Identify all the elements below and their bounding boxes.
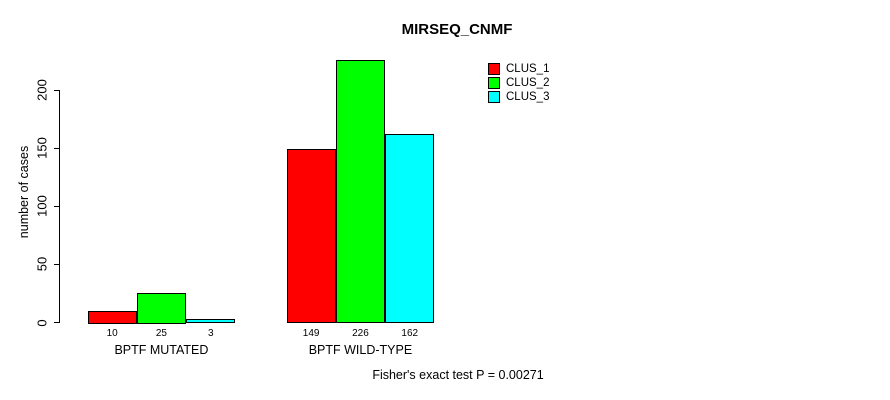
bar-clus_3-1 [186, 319, 236, 324]
y-tick-mark [54, 322, 59, 323]
bar-value-label: 149 [302, 328, 320, 339]
category-label: BPTF MUTATED [114, 343, 209, 357]
legend-label: CLUS_1 [506, 63, 550, 75]
bar-clus_3-2 [385, 134, 435, 324]
bar-clus_1-2 [286, 149, 336, 324]
y-axis [59, 90, 60, 323]
y-tick-label: 200 [34, 79, 50, 101]
legend-item-clus_3: CLUS_3 [488, 91, 549, 103]
bar-clus_2-1 [136, 293, 187, 324]
legend-label: CLUS_2 [506, 77, 550, 89]
y-tick-mark [54, 147, 59, 149]
y-tick-mark [54, 263, 59, 265]
bar-value-label: 10 [106, 328, 118, 339]
y-tick-label: 150 [34, 137, 50, 159]
bar-clus_2-2 [335, 59, 386, 324]
chart-title: MIRSEQ_CNMF [401, 21, 513, 38]
bar-value-label: 226 [352, 328, 369, 339]
y-tick-label: 100 [34, 195, 50, 218]
bar-value-label: 3 [207, 328, 214, 339]
y-tick-label: 50 [34, 257, 50, 272]
y-tick-mark [54, 89, 59, 91]
bar-value-label: 25 [155, 328, 167, 339]
bar-value-label: 162 [401, 328, 419, 339]
legend-item-clus_1: CLUS_1 [488, 63, 549, 75]
annotation-fisher-test: Fisher's exact test P = 0.00271 [372, 368, 544, 382]
legend-item-clus_2: CLUS_2 [488, 77, 549, 89]
legend-swatch [488, 91, 500, 103]
category-label: BPTF WILD-TYPE [308, 343, 413, 357]
legend-swatch [488, 77, 500, 89]
y-axis-label: number of cases [17, 145, 31, 239]
bar-clus_1-1 [87, 310, 137, 324]
legend-swatch [488, 63, 500, 75]
y-tick-label: 0 [34, 318, 50, 327]
y-tick-mark [54, 205, 59, 207]
legend-label: CLUS_3 [506, 91, 550, 103]
